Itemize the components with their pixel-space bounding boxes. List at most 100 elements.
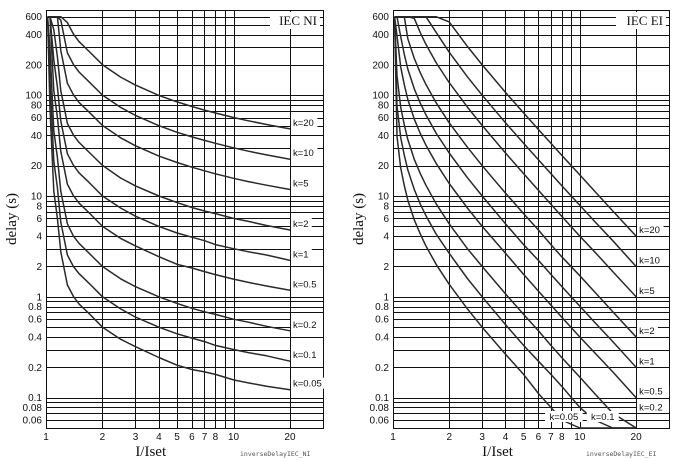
curve-label: k=0.05 bbox=[549, 412, 578, 423]
curve-label: k=1 bbox=[639, 356, 655, 367]
curve-label: k=0.2 bbox=[639, 403, 663, 414]
curve-label: k=20 bbox=[293, 118, 314, 129]
x-tick-label: 10 bbox=[228, 432, 240, 443]
y-tick-label: 6 bbox=[36, 214, 42, 225]
curve-label-bg bbox=[290, 116, 318, 128]
y-tick-label: 80 bbox=[31, 100, 43, 111]
y-tick-label: 8 bbox=[36, 201, 42, 212]
curve-label-bg bbox=[637, 355, 658, 367]
y-tick-label: 1 bbox=[36, 292, 42, 303]
x-tick-label: 20 bbox=[631, 432, 643, 443]
curve-label-bg bbox=[637, 324, 658, 336]
curve-k-0-1 bbox=[46, 16, 291, 362]
curve-label-bg bbox=[637, 385, 670, 397]
y-tick-label: 20 bbox=[31, 161, 43, 172]
curve-label-bg bbox=[290, 177, 312, 189]
curve-label-bg bbox=[637, 224, 664, 236]
y-tick-label: 600 bbox=[372, 12, 389, 23]
curve-label-bg bbox=[290, 248, 312, 260]
x-tick-label: 5 bbox=[521, 432, 527, 443]
y-tick-label: 0.8 bbox=[375, 302, 389, 313]
curve-label-bg bbox=[637, 401, 670, 413]
curve-label: k=10 bbox=[639, 255, 660, 266]
curve-k-0-5 bbox=[393, 16, 637, 399]
curve-label: k=0.2 bbox=[293, 320, 317, 331]
y-tick-label: 0.06 bbox=[370, 416, 390, 427]
y-tick-label: 8 bbox=[383, 201, 389, 212]
curve-label-bg bbox=[290, 349, 323, 361]
y-tick-label: 0.8 bbox=[28, 302, 42, 313]
curve-k-0-2 bbox=[46, 16, 291, 332]
curve-label: k=10 bbox=[293, 148, 314, 159]
y-tick-label: 0.08 bbox=[23, 403, 43, 414]
chart-title: IEC NI bbox=[279, 13, 317, 28]
y-tick-label: 100 bbox=[372, 91, 389, 102]
y-tick-label: 0.4 bbox=[28, 332, 42, 343]
curve-k-1 bbox=[394, 15, 637, 368]
y-tick-label: 60 bbox=[378, 113, 390, 124]
x-tick-label: 7 bbox=[548, 432, 554, 443]
y-tick-label: 400 bbox=[25, 30, 42, 41]
y-tick-label: 400 bbox=[372, 30, 389, 41]
y-tick-label: 4 bbox=[36, 232, 42, 243]
curve-label: k=0.5 bbox=[293, 279, 317, 290]
y-tick-label: 40 bbox=[31, 131, 43, 142]
curve-label: k=5 bbox=[639, 286, 655, 297]
plot-frame bbox=[392, 9, 671, 430]
y-tick-label: 1 bbox=[383, 292, 389, 303]
y-tick-label: 0.6 bbox=[28, 315, 42, 326]
curve-label: k=0.1 bbox=[293, 350, 317, 361]
curve-label-bg bbox=[290, 147, 318, 159]
x-tick-label: 4 bbox=[156, 432, 162, 443]
curve-k-20 bbox=[47, 15, 291, 130]
y-tick-label: 0.08 bbox=[370, 403, 390, 414]
chart-title: IEC EI bbox=[627, 13, 663, 28]
curve-label: k=0.5 bbox=[639, 387, 663, 398]
y-tick-label: 20 bbox=[378, 161, 390, 172]
y-tick-label: 2 bbox=[383, 262, 389, 273]
curve-k-5 bbox=[394, 15, 637, 298]
x-tick-label: 8 bbox=[213, 432, 219, 443]
curve-label-bg bbox=[586, 411, 619, 422]
x-tick-label: 5 bbox=[174, 432, 180, 443]
x-tick-label: 2 bbox=[100, 432, 106, 443]
x-tick-label: 4 bbox=[503, 432, 509, 443]
curve-k-0-5 bbox=[47, 15, 291, 292]
x-tick-label: 6 bbox=[189, 432, 195, 443]
y-tick-label: 10 bbox=[378, 192, 390, 203]
x-axis-title: I/Iset bbox=[135, 444, 167, 460]
curve-label: k=0.05 bbox=[293, 379, 322, 390]
y-tick-label: 2 bbox=[36, 262, 42, 273]
x-tick-label: 20 bbox=[284, 432, 296, 443]
title-bg bbox=[270, 12, 320, 29]
x-tick-label: 10 bbox=[574, 432, 586, 443]
x-tick-label: 7 bbox=[202, 432, 208, 443]
plot-frame bbox=[45, 9, 325, 430]
chart-panel-1: 6004002001008060402010864210.80.60.40.20… bbox=[351, 9, 671, 460]
x-axis-title: I/Iset bbox=[482, 444, 514, 460]
curve-label: k=2 bbox=[293, 219, 309, 230]
x-tick-label: 2 bbox=[446, 432, 452, 443]
curve-label-bg bbox=[637, 254, 664, 266]
curve-k-0-2 bbox=[393, 16, 637, 429]
curve-k-0-1 bbox=[393, 16, 637, 429]
y-tick-label: 200 bbox=[25, 60, 42, 71]
curve-label-bg bbox=[290, 218, 312, 230]
y-tick-label: 0.2 bbox=[28, 363, 42, 374]
y-tick-label: 0.06 bbox=[23, 416, 43, 427]
y-tick-label: 0.6 bbox=[375, 315, 389, 326]
curve-label: k=1 bbox=[293, 249, 309, 260]
y-tick-label: 10 bbox=[31, 192, 43, 203]
curve-k-0-05 bbox=[46, 16, 291, 391]
curve-label-bg bbox=[637, 284, 658, 296]
curve-k-2 bbox=[394, 15, 637, 338]
curve-label-bg bbox=[290, 318, 323, 330]
title-bg bbox=[616, 12, 666, 29]
x-tick-label: 3 bbox=[133, 432, 139, 443]
y-tick-label: 200 bbox=[372, 60, 389, 71]
curve-label-bg bbox=[290, 377, 329, 389]
y-tick-label: 60 bbox=[31, 113, 43, 124]
x-tick-label: 3 bbox=[479, 432, 485, 443]
